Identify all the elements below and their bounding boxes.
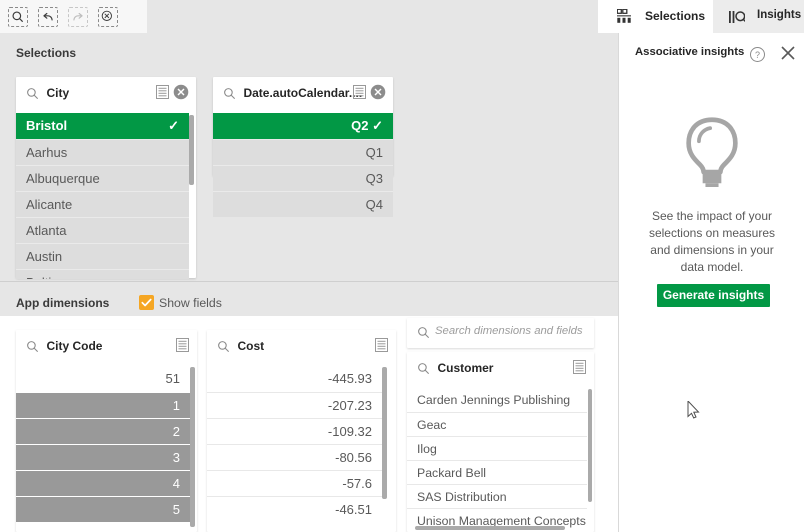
- svg-text:?: ?: [755, 50, 760, 60]
